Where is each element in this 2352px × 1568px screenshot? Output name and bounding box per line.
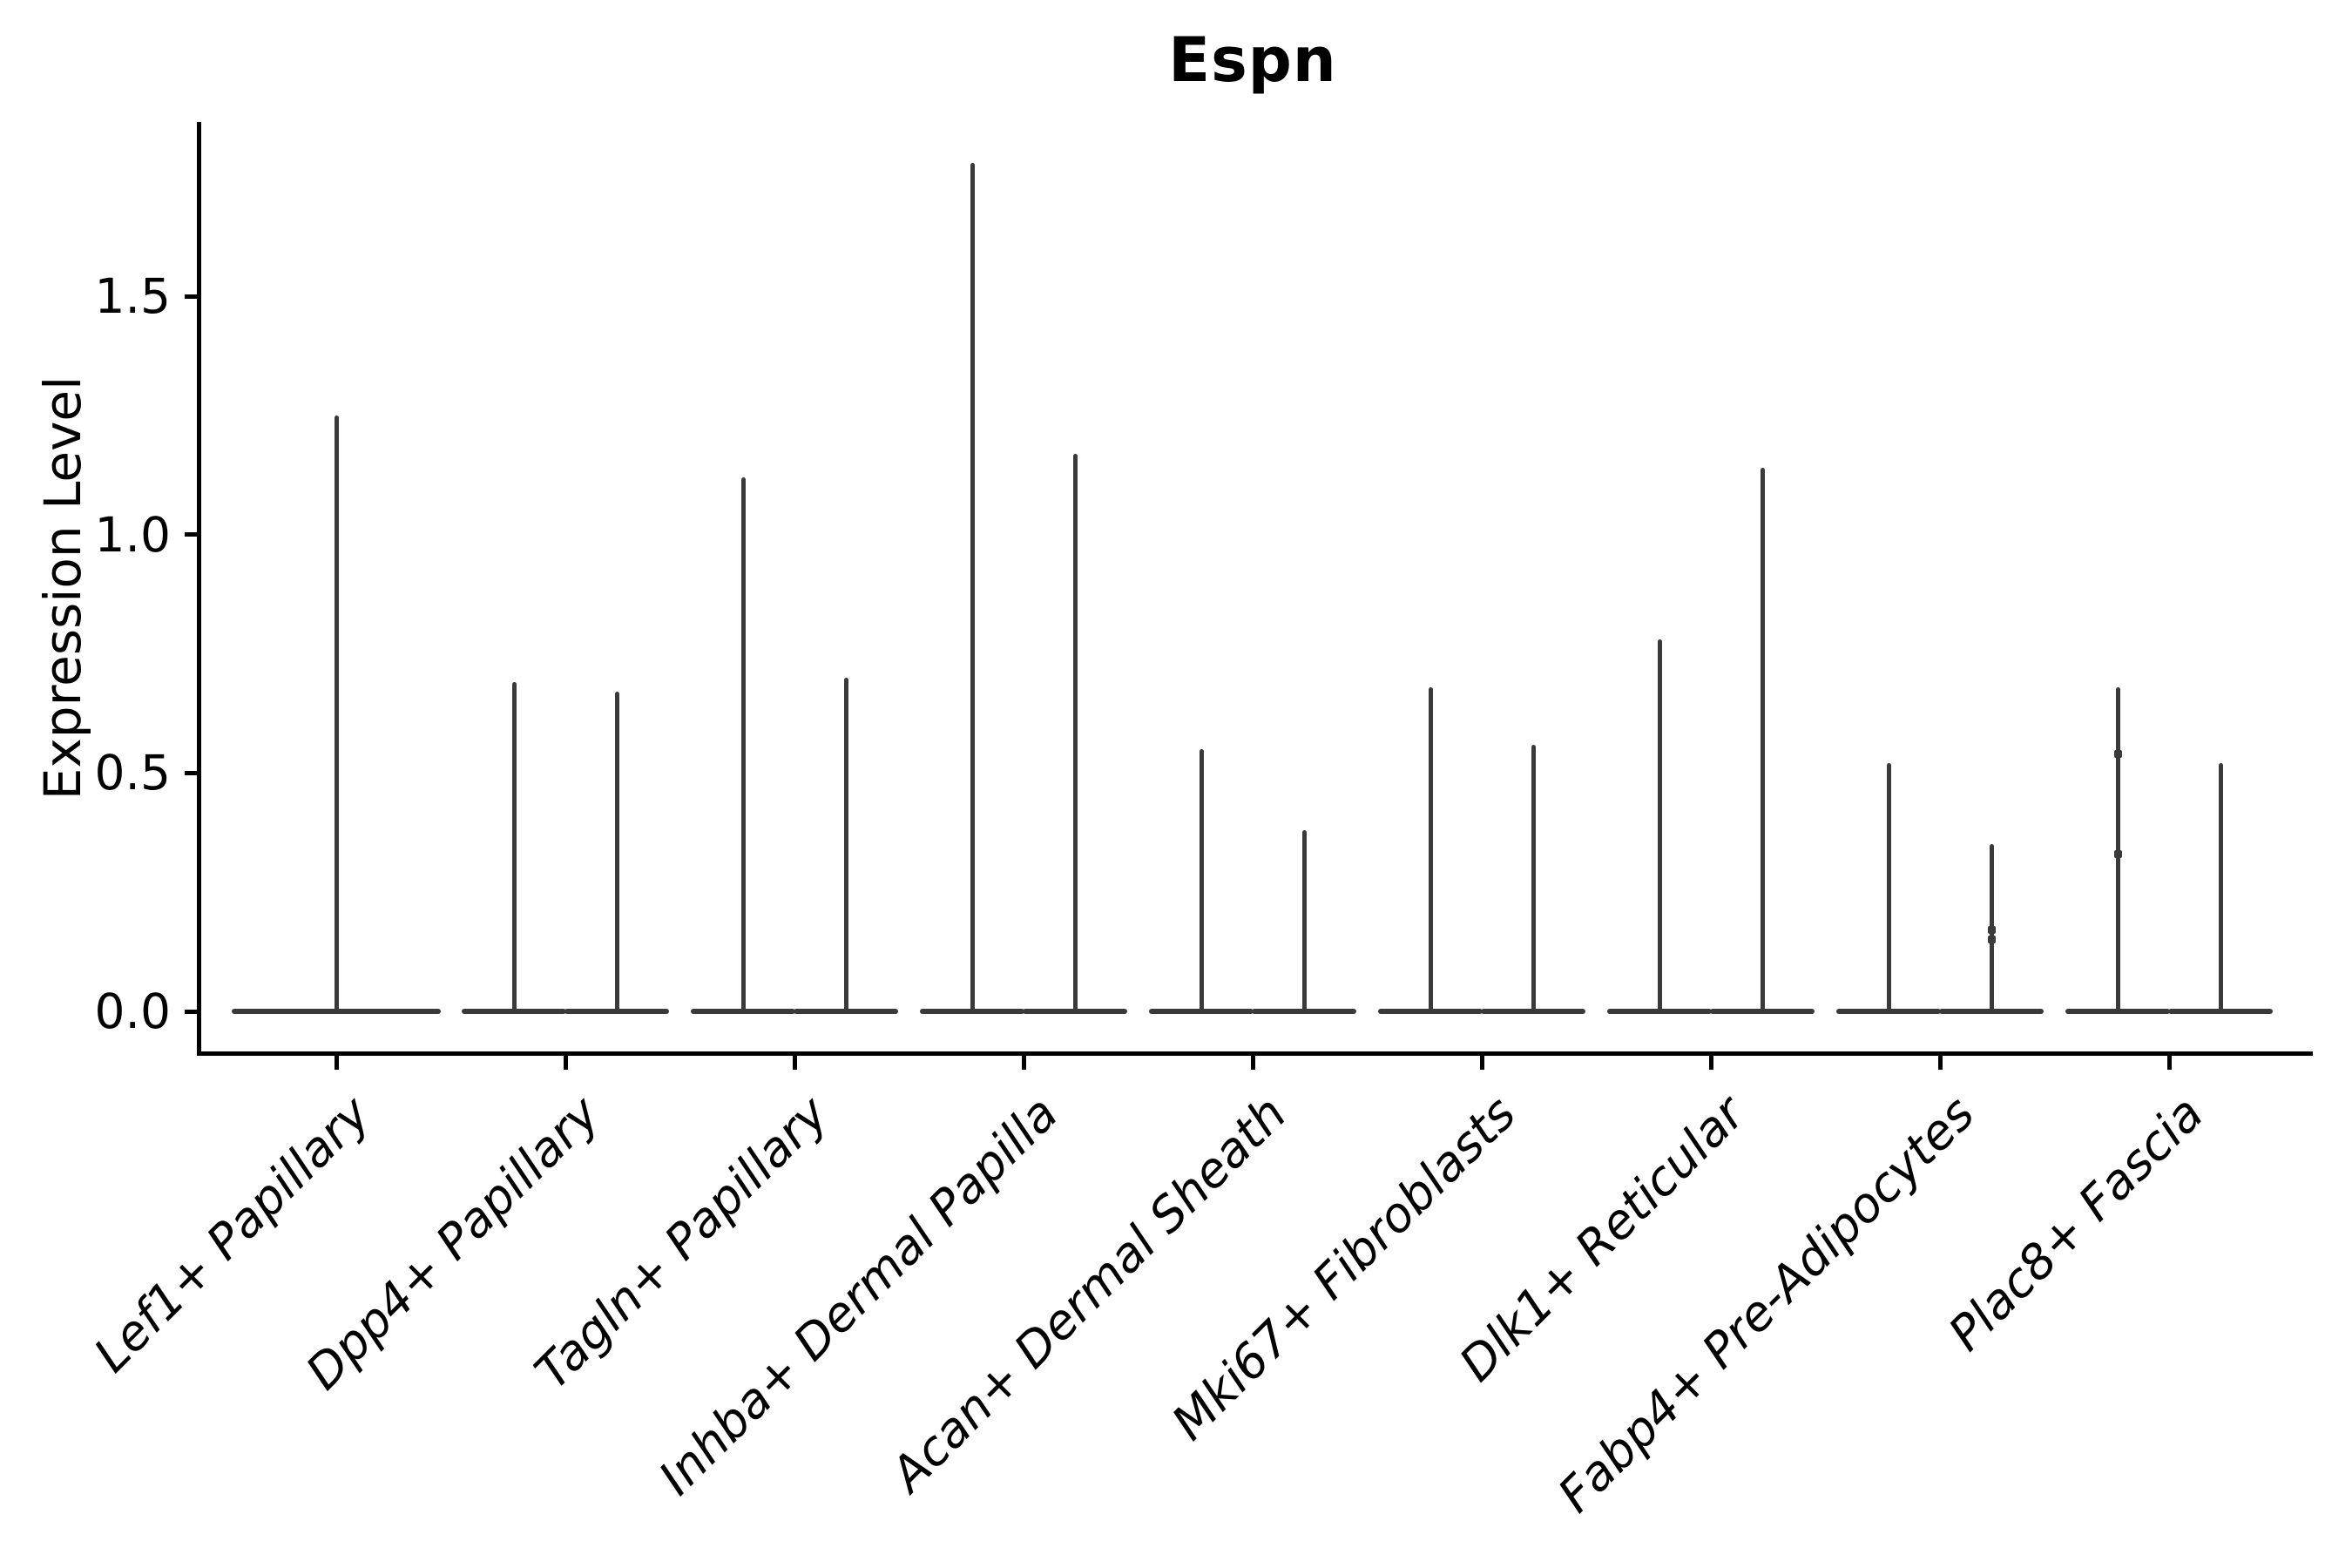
violin-point (2113, 749, 2122, 758)
x-tick-mark (334, 1056, 339, 1070)
violin-spike (1886, 763, 1891, 1014)
violin-spike (970, 162, 975, 1014)
violin-spike (1428, 686, 1433, 1014)
chart-title: Espn (1168, 24, 1337, 96)
violin-spike (740, 477, 746, 1014)
violin-spike (334, 415, 339, 1014)
x-tick-mark (1250, 1056, 1255, 1070)
x-tick-mark (1708, 1056, 1713, 1070)
y-tick-label: 1.5 (94, 268, 171, 325)
violin-spike (1657, 639, 1662, 1014)
violin-point (1987, 926, 1996, 935)
x-tick-mark (563, 1056, 568, 1070)
violin-spike (1072, 453, 1078, 1014)
x-tick-mark (2166, 1056, 2172, 1070)
y-tick-mark (185, 294, 198, 299)
x-tick-label: Acan+ Dermal Sheath (880, 1085, 1298, 1503)
x-tick-mark (1479, 1056, 1484, 1070)
y-tick-label: 1.0 (94, 506, 171, 563)
y-tick-mark (185, 1009, 198, 1014)
x-tick-label: Fabp4+ Pre-Adipocytes (1546, 1085, 1985, 1524)
violin-spike (843, 677, 848, 1014)
violin-spike (1301, 830, 1307, 1014)
x-tick-mark (792, 1056, 797, 1070)
violin-spike (614, 692, 619, 1014)
x-tick-mark (1937, 1056, 1943, 1070)
y-axis-label: Expression Level (33, 375, 92, 801)
violin-point (1987, 936, 1996, 944)
x-tick-mark (1021, 1056, 1026, 1070)
violin-spike (511, 682, 517, 1014)
violin-spike (1531, 744, 1536, 1014)
y-tick-label: 0.5 (94, 745, 171, 801)
y-tick-label: 0.0 (94, 983, 171, 1039)
y-tick-mark (185, 770, 198, 775)
x-axis-spine (197, 1051, 2313, 1056)
violin-spike (1760, 468, 1765, 1014)
x-tick-label: Inhba+ Dermal Papilla (647, 1085, 1069, 1506)
violin-spike (2218, 763, 2223, 1014)
y-tick-mark (185, 532, 198, 537)
violin-point (2113, 849, 2122, 858)
violin-spike (1199, 748, 1204, 1014)
y-axis-spine (197, 122, 201, 1056)
